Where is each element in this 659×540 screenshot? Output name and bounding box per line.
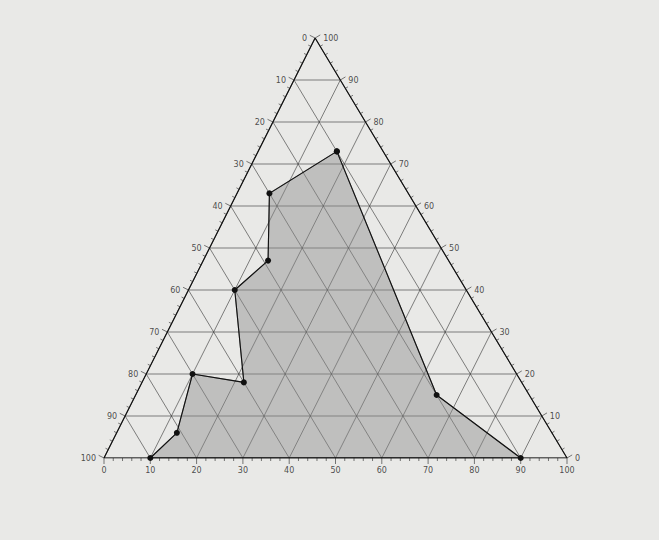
svg-text:0: 0: [101, 466, 106, 475]
svg-text:90: 90: [107, 412, 117, 421]
svg-text:60: 60: [170, 286, 180, 295]
svg-text:90: 90: [516, 466, 526, 475]
svg-text:100: 100: [559, 466, 574, 475]
svg-text:60: 60: [377, 466, 387, 475]
svg-text:80: 80: [128, 370, 138, 379]
svg-text:40: 40: [284, 466, 294, 475]
svg-text:70: 70: [399, 160, 409, 169]
svg-text:0: 0: [575, 454, 580, 463]
svg-text:40: 40: [212, 202, 222, 211]
svg-text:10: 10: [550, 412, 560, 421]
svg-text:100: 100: [323, 34, 338, 43]
svg-text:30: 30: [238, 466, 248, 475]
svg-text:80: 80: [374, 118, 384, 127]
svg-text:80: 80: [469, 466, 479, 475]
svg-text:20: 20: [192, 466, 202, 475]
svg-text:50: 50: [449, 244, 459, 253]
svg-text:60: 60: [424, 202, 434, 211]
svg-text:30: 30: [499, 328, 509, 337]
svg-text:30: 30: [234, 160, 244, 169]
svg-text:10: 10: [145, 466, 155, 475]
svg-text:40: 40: [474, 286, 484, 295]
svg-text:70: 70: [149, 328, 159, 337]
svg-text:20: 20: [525, 370, 535, 379]
svg-text:100: 100: [81, 454, 96, 463]
svg-text:0: 0: [302, 34, 307, 43]
svg-text:50: 50: [191, 244, 201, 253]
svg-text:20: 20: [255, 118, 265, 127]
svg-text:50: 50: [330, 466, 340, 475]
svg-text:10: 10: [276, 76, 286, 85]
svg-text:90: 90: [348, 76, 358, 85]
svg-text:70: 70: [423, 466, 433, 475]
